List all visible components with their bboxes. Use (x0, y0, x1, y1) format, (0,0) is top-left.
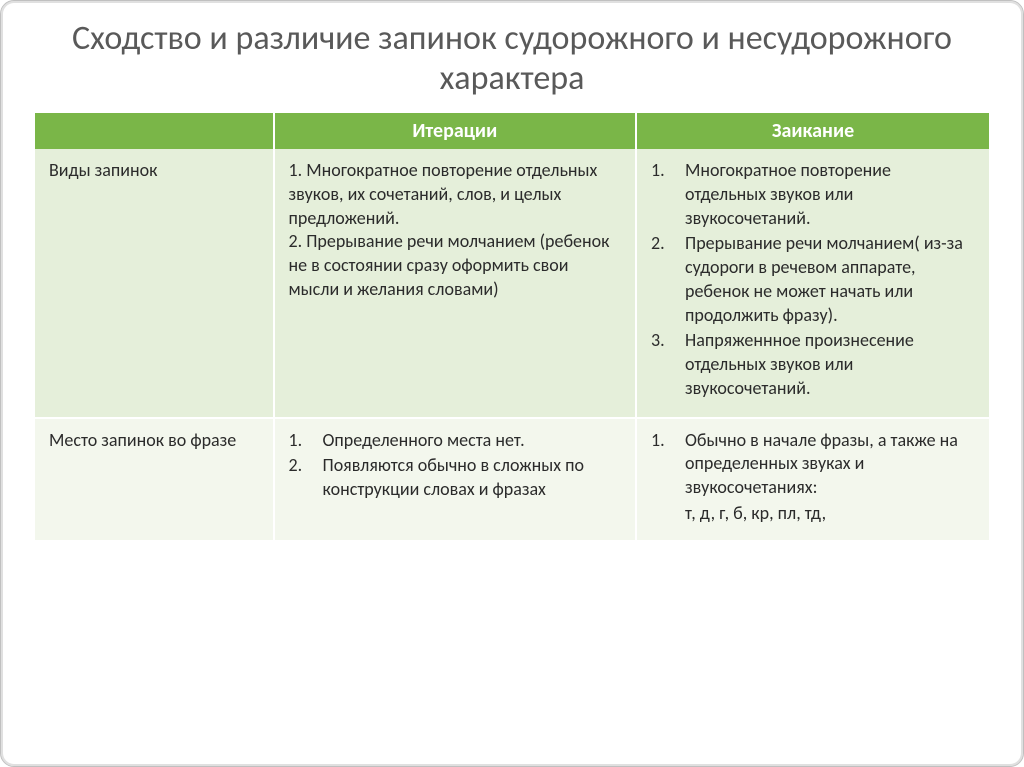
list-item: 1. Многократное повторение отдельных зву… (289, 159, 622, 230)
ordered-list: 1.Определенного места нет. 2.Появляются … (289, 429, 622, 502)
table-header-zaik: Заикание (636, 113, 989, 149)
table-row: Место запинок во фразе 1.Определенного м… (35, 418, 989, 541)
slide: Сходство и различие запинок судорожного … (0, 0, 1024, 767)
cell-iter: 1. Многократное повторение отдельных зву… (274, 149, 637, 418)
cell-zaik: 1.Обычно в начале фразы, а также на опре… (636, 418, 989, 541)
list-item: 2.Появляются обычно в сложных по констру… (289, 454, 622, 502)
ordered-list: 1.Многократное повторение отдельных звук… (651, 159, 975, 401)
ordered-list: 1.Обычно в начале фразы, а также на опре… (651, 429, 975, 500)
page-title: Сходство и различие запинок судорожного … (35, 19, 989, 99)
list-item: 3.Напряженнное произнесение отдельных зв… (651, 329, 975, 400)
list-item: 1.Обычно в начале фразы, а также на опре… (651, 429, 975, 500)
tail-text: т, д, г, б, кр, пл, тд, (651, 502, 975, 526)
cell-iter: 1.Определенного места нет. 2.Появляются … (274, 418, 637, 541)
list-item: 2.Прерывание речи молчанием( из-за судор… (651, 232, 975, 327)
table-header-row: Итерации Заикание (35, 113, 989, 149)
comparison-table: Итерации Заикание Виды запинок 1. Многок… (35, 113, 989, 542)
table-row: Виды запинок 1. Многократное повторение … (35, 149, 989, 418)
cell-zaik: 1.Многократное повторение отдельных звук… (636, 149, 989, 418)
row-label: Место запинок во фразе (35, 418, 274, 541)
list-item: 1.Определенного места нет. (289, 429, 622, 453)
table-header-iter: Итерации (274, 113, 637, 149)
table-header-empty (35, 113, 274, 149)
list-item: 1.Многократное повторение отдельных звук… (651, 159, 975, 230)
list-item: 2. Прерывание речи молчанием (ребенок не… (289, 230, 622, 301)
row-label: Виды запинок (35, 149, 274, 418)
